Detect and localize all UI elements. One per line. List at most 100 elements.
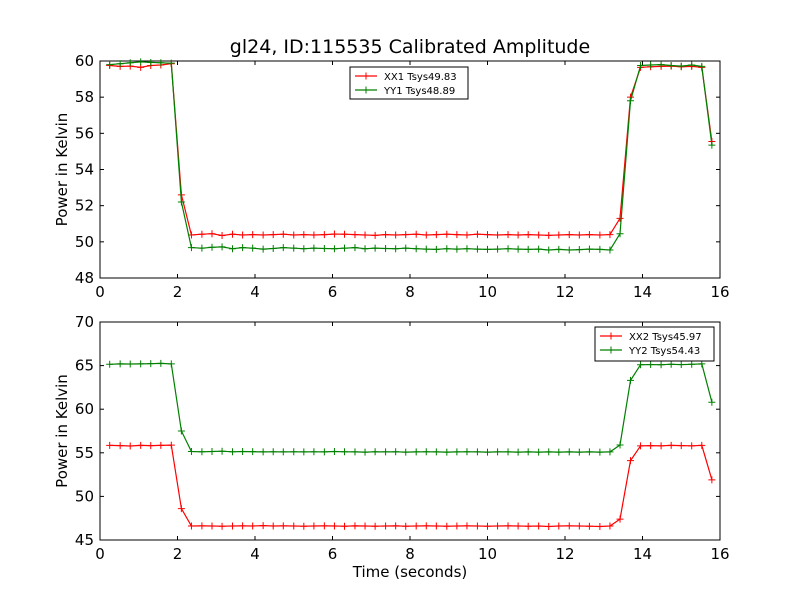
top-series-point-0 — [330, 230, 338, 238]
top-series-point-1 — [708, 141, 716, 149]
top-y-tick-label: 52 — [75, 197, 94, 215]
bottom-series-point-0 — [167, 441, 175, 449]
top-series-point-0 — [218, 232, 226, 240]
top-series-point-1 — [432, 245, 440, 253]
bottom-series-point-0 — [453, 522, 461, 530]
top-series-point-1 — [290, 244, 298, 252]
bottom-series-point-0 — [412, 522, 420, 530]
top-series-point-0 — [473, 230, 481, 238]
bottom-series-point-1 — [473, 448, 481, 456]
bottom-series-point-0 — [279, 522, 287, 530]
top-plot: 0 2 4 6 8 10 12 14 16 48 50 52 54 56 58 60 Power in Kelv… — [53, 52, 730, 301]
bottom-series-point-0 — [310, 522, 318, 530]
top-series-point-1 — [402, 244, 410, 252]
bottom-series-point-0 — [688, 442, 696, 450]
top-legend-marker-0 — [362, 72, 370, 80]
top-series-point-1 — [412, 245, 420, 253]
bottom-series-line-1 — [109, 362, 713, 453]
bottom-series-point-0 — [708, 476, 716, 484]
top-series-point-1 — [259, 245, 267, 253]
top-series-point-1 — [167, 59, 175, 67]
bottom-series-point-0 — [677, 442, 685, 450]
bottom-series-point-0 — [504, 522, 512, 530]
top-series-point-0 — [371, 231, 379, 239]
top-y-tick-label: 54 — [75, 161, 94, 179]
bottom-series-point-1 — [494, 448, 502, 456]
bottom-series-point-0 — [606, 522, 614, 530]
top-series-point-0 — [392, 231, 400, 239]
top-series-point-1 — [229, 245, 237, 253]
top-series-point-1 — [300, 245, 308, 253]
bottom-series-point-0 — [432, 522, 440, 530]
bottom-series-point-1 — [116, 360, 124, 368]
top-x-tick-label: 8 — [405, 283, 415, 301]
top-series-point-0 — [259, 231, 267, 239]
bottom-legend-label-1: YY2 Tsys54.43 — [628, 346, 700, 357]
bottom-series-point-0 — [555, 522, 563, 530]
top-x-tick-label: 2 — [173, 283, 183, 301]
top-series-point-0 — [198, 230, 206, 238]
top-series-point-0 — [310, 231, 318, 239]
top-series-point-1 — [514, 245, 522, 253]
top-series-point-0 — [535, 231, 543, 239]
top-x-tick-label: 6 — [328, 283, 338, 301]
top-series-point-1 — [524, 245, 532, 253]
bottom-series-point-1 — [422, 448, 430, 456]
top-series-point-1 — [382, 245, 390, 253]
top-y-tick-label: 58 — [75, 88, 94, 106]
top-series-point-0 — [432, 231, 440, 239]
bottom-x-tick-label: 10 — [478, 545, 497, 563]
bottom-series-point-0 — [524, 522, 532, 530]
bottom-series-point-1 — [402, 448, 410, 456]
top-series-point-1 — [647, 61, 655, 69]
top-series-point-0 — [494, 231, 502, 239]
top-series-point-1 — [137, 58, 145, 66]
bottom-series-point-0 — [177, 505, 185, 513]
top-series-point-1 — [341, 244, 349, 252]
top-series-point-1 — [361, 245, 369, 253]
bottom-series-point-0 — [463, 522, 471, 530]
top-series-point-1 — [637, 62, 645, 70]
bottom-series-point-1 — [412, 448, 420, 456]
bottom-series-point-0 — [239, 522, 247, 530]
top-series-point-1 — [187, 244, 195, 252]
bottom-series-point-1 — [453, 448, 461, 456]
bottom-series-point-0 — [402, 522, 410, 530]
bottom-series-point-0 — [698, 441, 706, 449]
bottom-series-point-1 — [565, 448, 573, 456]
bottom-series-point-0 — [249, 522, 257, 530]
bottom-series-point-0 — [361, 522, 369, 530]
top-series-point-1 — [218, 243, 226, 251]
top-series-point-1 — [157, 59, 165, 67]
bottom-series-point-0 — [208, 522, 216, 530]
top-y-tick-label: 48 — [75, 269, 94, 287]
top-series-point-1 — [688, 61, 696, 69]
bottom-series-point-1 — [351, 448, 359, 456]
bottom-series-point-1 — [320, 448, 328, 456]
bottom-series-point-1 — [555, 448, 563, 456]
bottom-series-point-0 — [422, 522, 430, 530]
bottom-legend-box — [594, 326, 715, 362]
top-series-point-1 — [657, 61, 665, 69]
top-series-point-1 — [555, 245, 563, 253]
bottom-series-point-1 — [269, 448, 277, 456]
top-series-point-0 — [402, 231, 410, 239]
top-series-point-0 — [361, 231, 369, 239]
top-series-point-0 — [341, 230, 349, 238]
top-x-tick-label: 12 — [555, 283, 574, 301]
bottom-series-point-0 — [341, 522, 349, 530]
bottom-series-point-0 — [545, 522, 553, 530]
bottom-series-point-0 — [647, 442, 655, 450]
bottom-series-point-1 — [463, 448, 471, 456]
bottom-x-tick-label: 12 — [555, 545, 574, 563]
bottom-series-point-0 — [116, 442, 124, 450]
top-y-tick-label: 56 — [75, 124, 94, 142]
bottom-series-point-1 — [198, 448, 206, 456]
top-x-tick-label: 0 — [95, 283, 105, 301]
bottom-legend-label-0: XX2 Tsys45.97 — [629, 332, 702, 343]
bottom-series-point-1 — [443, 448, 451, 456]
top-series-point-1 — [310, 244, 318, 252]
bottom-series-point-1 — [330, 447, 338, 455]
top-series-point-1 — [208, 243, 216, 251]
bottom-series-point-1 — [279, 448, 287, 456]
